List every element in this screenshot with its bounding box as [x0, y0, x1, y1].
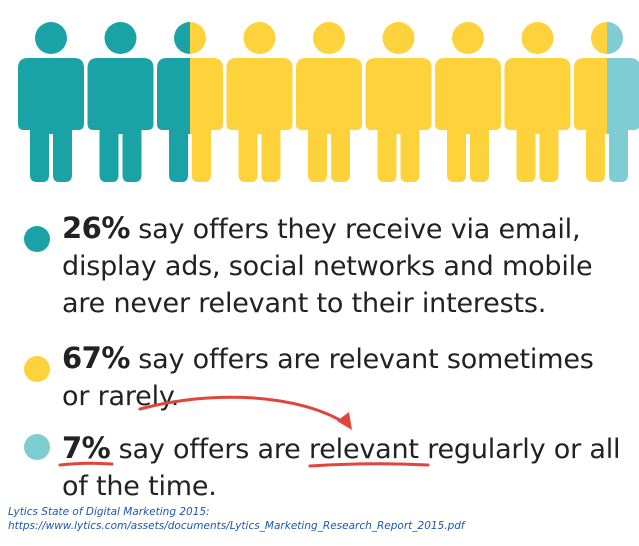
- stat-line-text: regularly or all: [418, 434, 621, 465]
- person-icon: [18, 22, 84, 182]
- stat-line: are never relevant to their interests.: [62, 288, 547, 319]
- person-icon: [226, 22, 293, 182]
- person-icon: [574, 22, 639, 182]
- source-citation: Lytics State of Digital Marketing 2015: …: [8, 505, 638, 533]
- person-icon: [296, 22, 362, 182]
- light-teal-bullet-dot: [24, 434, 50, 460]
- stat-text: 7% say offers are relevant regularly or …: [62, 430, 632, 505]
- stat-percent: 26%: [62, 211, 130, 245]
- stat-text: 67% say offers are relevant sometimes or…: [62, 340, 632, 415]
- stat-text: 26% say offers they receive via email, d…: [62, 210, 632, 322]
- source-url[interactable]: https://www.lytics.com/assets/documents/…: [8, 520, 465, 532]
- person-icon: [435, 22, 501, 182]
- stat-line: or rarely.: [62, 381, 180, 412]
- stat-line: 67% say offers are relevant sometimes: [62, 340, 632, 378]
- stat-line: 7% say offers are relevant regularly or …: [62, 430, 632, 468]
- person-icon: [157, 22, 223, 182]
- stat-line: display ads, social networks and mobile: [62, 251, 593, 282]
- teal-bullet-dot: [24, 226, 50, 252]
- person-icon: [365, 22, 432, 182]
- person-icon: [504, 22, 571, 182]
- highlighted-word: relevant: [308, 434, 419, 465]
- people-icon-row: [18, 22, 639, 182]
- stat-line-text: say offers they receive via email,: [129, 214, 581, 245]
- source-title: Lytics State of Digital Marketing 2015:: [8, 506, 210, 518]
- person-icon: [87, 22, 154, 182]
- stat-percent: 7%: [62, 431, 111, 465]
- stat-line-text: say offers are relevant sometimes: [129, 344, 594, 375]
- stat-line-text: say offers are: [110, 434, 309, 465]
- yellow-bullet-dot: [24, 356, 50, 382]
- stat-line: of the time.: [62, 471, 217, 502]
- stat-line: 26% say offers they receive via email,: [62, 210, 632, 248]
- stat-percent: 67%: [62, 341, 130, 375]
